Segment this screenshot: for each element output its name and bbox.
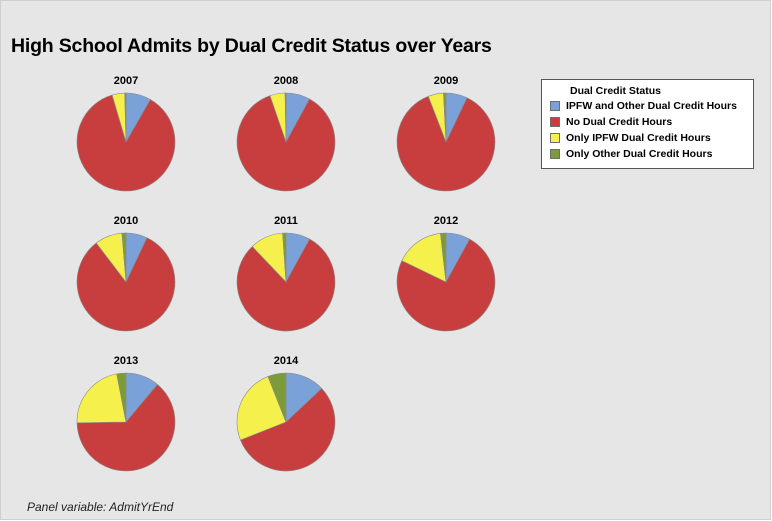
pie-slice-2 bbox=[236, 238, 336, 332]
pie-slice-4 bbox=[443, 92, 447, 143]
pie-slice-2 bbox=[76, 94, 176, 192]
pie-slice-4 bbox=[282, 232, 287, 283]
pie-panel-2013: 2013 bbox=[76, 355, 176, 472]
legend-label: IPFW and Other Dual Credit Hours bbox=[566, 100, 737, 112]
pie-panel-2010: 2010 bbox=[76, 215, 176, 332]
legend-swatch bbox=[550, 133, 560, 143]
pie-label: 2013 bbox=[114, 355, 138, 367]
pie-panel-2009: 2009 bbox=[396, 75, 496, 192]
pie-slice-2 bbox=[76, 384, 176, 472]
legend-swatch bbox=[550, 149, 560, 159]
pie-slice-3 bbox=[76, 373, 127, 424]
legend-swatch bbox=[550, 117, 560, 127]
pie-panel-2011: 2011 bbox=[236, 215, 336, 332]
pie-panel-2008: 2008 bbox=[236, 75, 336, 192]
chart-title: High School Admits by Dual Credit Status… bbox=[11, 35, 492, 57]
legend: Dual Credit Status IPFW and Other Dual C… bbox=[541, 79, 754, 169]
legend-label: Only Other Dual Credit Hours bbox=[566, 148, 713, 160]
pie-slice-2 bbox=[240, 388, 336, 472]
legend-label: Only IPFW Dual Credit Hours bbox=[566, 132, 711, 144]
legend-label: No Dual Credit Hours bbox=[566, 116, 673, 128]
pie-label: 2012 bbox=[434, 215, 458, 227]
pie-label: 2009 bbox=[434, 75, 458, 87]
pie-slice-4 bbox=[267, 372, 287, 423]
pie-slice-4 bbox=[116, 372, 127, 423]
pie-label: 2014 bbox=[274, 355, 299, 367]
pie-label: 2007 bbox=[114, 75, 138, 87]
pie-slice-4 bbox=[284, 92, 287, 143]
legend-item: No Dual Credit Hours bbox=[550, 115, 672, 129]
pie-slice-3 bbox=[236, 376, 287, 441]
legend-item: Only IPFW Dual Credit Hours bbox=[550, 131, 711, 145]
pie-slice-4 bbox=[124, 92, 127, 143]
pie-slice-3 bbox=[401, 232, 447, 283]
pie-slice-4 bbox=[121, 232, 127, 283]
pie-panel-2007: 2007 bbox=[76, 75, 176, 192]
pie-label: 2010 bbox=[114, 215, 138, 227]
legend-item: Only Other Dual Credit Hours bbox=[550, 147, 712, 161]
panel-variable-note: Panel variable: AdmitYrEnd bbox=[27, 500, 174, 514]
pie-slice-2 bbox=[76, 237, 176, 332]
legend-item: IPFW and Other Dual Credit Hours bbox=[550, 99, 737, 113]
pie-label: 2011 bbox=[274, 215, 298, 227]
pie-label: 2008 bbox=[274, 75, 298, 87]
legend-title: Dual Credit Status bbox=[570, 85, 662, 97]
pie-slice-2 bbox=[236, 95, 336, 192]
legend-swatch bbox=[550, 101, 560, 111]
pie-slice-4 bbox=[440, 232, 447, 283]
pie-slice-2 bbox=[396, 238, 496, 332]
pie-panel-2014: 2014 bbox=[236, 355, 336, 472]
pie-panel-2012: 2012 bbox=[396, 215, 496, 332]
pie-slice-2 bbox=[396, 95, 496, 192]
